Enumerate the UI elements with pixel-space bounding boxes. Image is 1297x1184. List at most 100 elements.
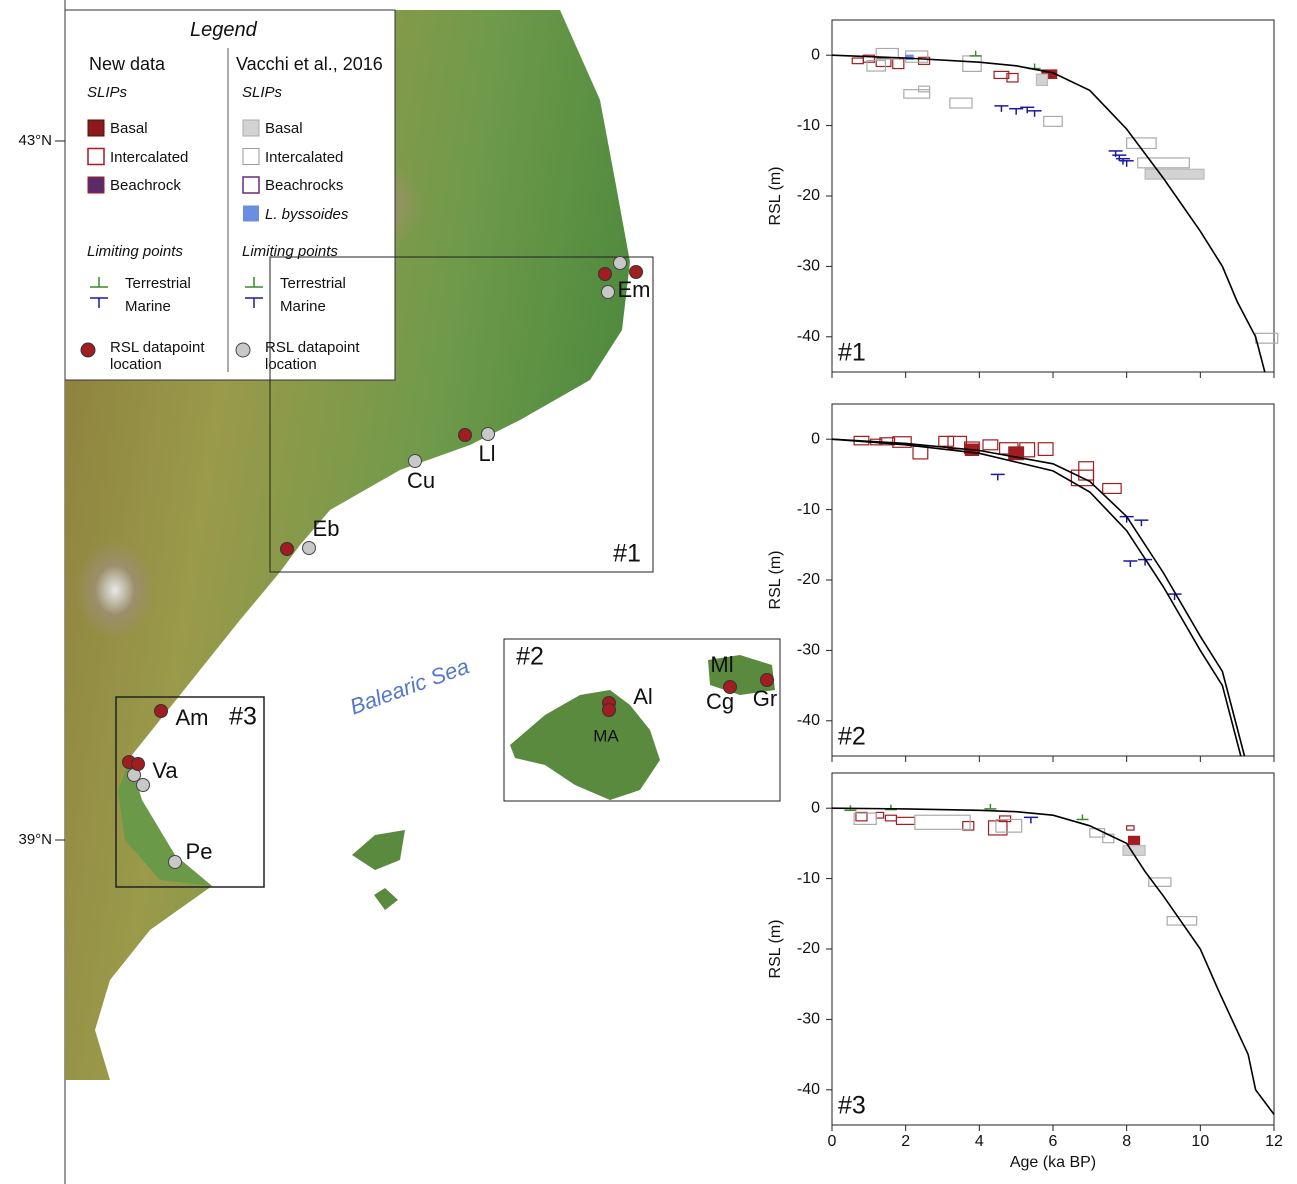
slip-box xyxy=(919,86,930,92)
site-dot xyxy=(303,542,316,555)
slip-box xyxy=(950,98,972,108)
y-tick-label: 0 xyxy=(811,799,820,816)
slip-box xyxy=(1036,74,1047,85)
legend-item: Basal xyxy=(110,120,148,137)
legend-symbol xyxy=(243,206,259,222)
slip-box xyxy=(1138,158,1190,168)
y-tick-label: -20 xyxy=(797,571,820,588)
y-tick-label: -30 xyxy=(797,258,820,275)
legend-subheading: SLIPs xyxy=(242,84,282,101)
slip-box xyxy=(893,59,904,69)
area-label: #1 xyxy=(613,540,641,568)
site-dot xyxy=(132,758,145,771)
legend-symbol xyxy=(81,343,95,357)
marine-limiting-point xyxy=(1024,817,1038,823)
slip-box xyxy=(963,56,981,71)
x-tick-label: 12 xyxy=(1265,1133,1283,1150)
formentera xyxy=(374,888,398,910)
x-tick-label: 10 xyxy=(1191,1133,1209,1150)
legend-item: Basal xyxy=(265,120,303,137)
slip-box xyxy=(1038,443,1053,456)
marine-limiting-point xyxy=(1009,109,1023,115)
x-tick-label: 6 xyxy=(1049,1133,1058,1150)
legend-title: Legend xyxy=(190,22,257,39)
y-tick-label: 0 xyxy=(811,430,820,447)
marine-limiting-point xyxy=(1123,561,1137,567)
relief xyxy=(75,540,155,640)
y-tick-label: -30 xyxy=(797,642,820,659)
site-label: Pe xyxy=(186,839,213,864)
slip-box xyxy=(904,90,930,98)
figure: 43°N 39°N Balearic Sea #1 #2 #3 EmLlCuEb… xyxy=(0,0,1297,1184)
site-dot xyxy=(602,286,615,299)
model-curve xyxy=(832,439,1241,756)
panel-label: #1 xyxy=(838,339,866,367)
site-dot xyxy=(155,705,168,718)
y-tick-label: -20 xyxy=(797,940,820,957)
site-dot xyxy=(761,674,774,687)
site-dot xyxy=(137,779,150,792)
model-curve xyxy=(832,808,1274,1114)
lat-label: 43°N xyxy=(18,132,52,149)
legend-subheading: Limiting points xyxy=(87,243,183,260)
x-tick-label: 4 xyxy=(975,1133,984,1150)
legend-item: Terrestrial xyxy=(125,275,191,292)
site-dot xyxy=(409,455,422,468)
site-dot xyxy=(603,704,616,717)
legend-subheading: SLIPs xyxy=(87,84,127,101)
marine-limiting-point xyxy=(1028,111,1042,117)
slip-box xyxy=(1129,836,1140,846)
y-tick-label: -10 xyxy=(797,870,820,887)
legend-symbol xyxy=(88,120,104,136)
site-dot xyxy=(459,429,472,442)
slip-box xyxy=(939,436,954,446)
site-dot xyxy=(281,543,294,556)
marine-limiting-point xyxy=(1120,161,1134,167)
slip-box xyxy=(854,813,876,824)
slip-box xyxy=(1044,116,1062,126)
slip-box xyxy=(1127,138,1156,149)
sea-label: Balearic Sea xyxy=(347,653,473,719)
slip-box xyxy=(885,815,896,821)
legend-symbol xyxy=(236,343,250,357)
legend-item: Terrestrial xyxy=(280,275,346,292)
y-axis-label: RSL (m) xyxy=(767,920,784,979)
x-tick-label: 8 xyxy=(1122,1133,1131,1150)
panel-label: #3 xyxy=(838,1092,866,1120)
y-axis-label: RSL (m) xyxy=(767,551,784,610)
slip-box xyxy=(915,815,970,829)
site-label: Cu xyxy=(407,468,435,493)
plot-frame xyxy=(832,773,1274,1125)
legend-heading: Vacchi et al., 2016 xyxy=(236,56,383,73)
y-axis-label: RSL (m) xyxy=(767,167,784,226)
site-label: Ll xyxy=(478,441,495,466)
site-label: MA xyxy=(593,726,619,745)
site-dot xyxy=(169,856,182,869)
legend-item: Beachrocks xyxy=(265,177,343,194)
model-curve xyxy=(832,439,1245,756)
site-dot xyxy=(599,268,612,281)
legend-symbol xyxy=(88,177,104,193)
plot-area xyxy=(832,436,1245,756)
legend-item: RSL datapoint location xyxy=(110,339,235,373)
y-tick-label: -40 xyxy=(797,712,820,729)
slip-box xyxy=(1127,826,1134,830)
lat-label: 39°N xyxy=(18,831,52,848)
marine-limiting-point xyxy=(1116,159,1130,165)
plot-frame xyxy=(832,404,1274,756)
x-tick-label: 0 xyxy=(828,1133,837,1150)
terrestrial-limiting-point xyxy=(970,51,982,56)
site-label: Al xyxy=(633,684,653,709)
site-label: Cg xyxy=(706,689,734,714)
x-tick-label: 2 xyxy=(901,1133,910,1150)
y-tick-label: -40 xyxy=(797,1081,820,1098)
y-tick-label: -30 xyxy=(797,1011,820,1028)
legend-symbol xyxy=(243,120,259,136)
slip-box xyxy=(1103,484,1121,494)
legend-heading: New data xyxy=(89,56,165,73)
area-label: #3 xyxy=(229,703,257,731)
plot-area xyxy=(832,804,1274,1114)
site-label: Am xyxy=(176,705,209,730)
slip-box xyxy=(913,446,928,459)
y-tick-label: -40 xyxy=(797,328,820,345)
